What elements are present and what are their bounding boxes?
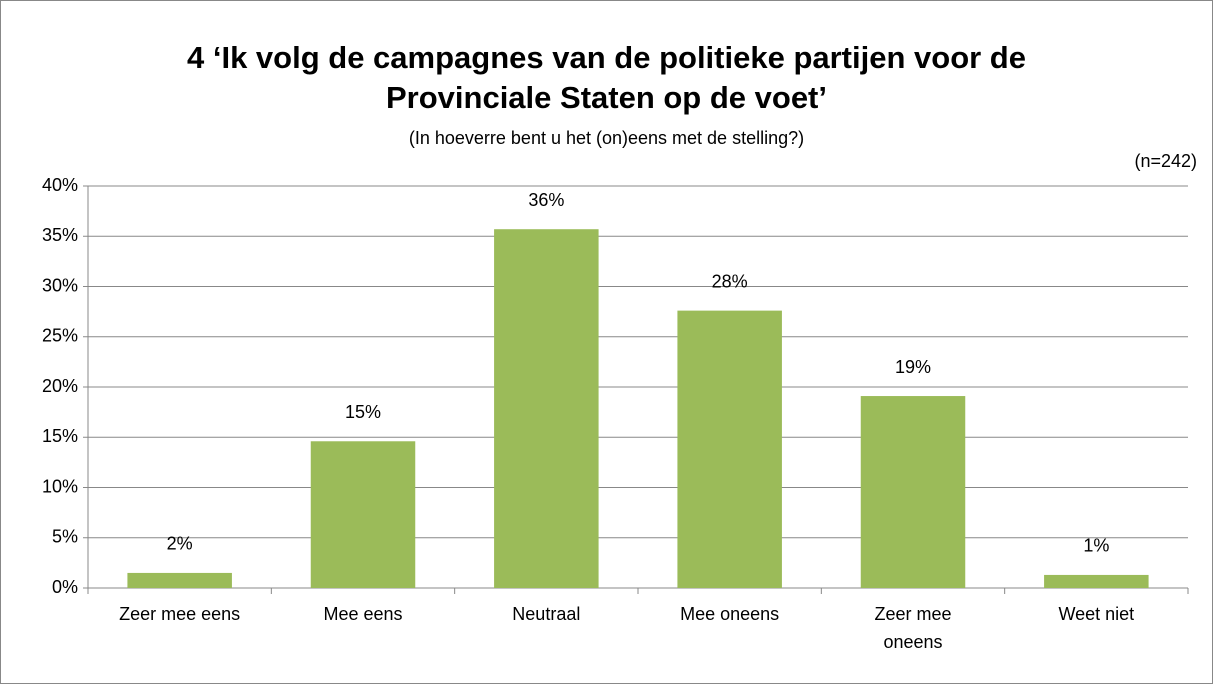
chart-title: 4 ‘Ik volg de campagnes van de politieke… [187, 40, 1026, 115]
x-tick-label: Mee oneens [680, 604, 780, 624]
bar [127, 572, 232, 588]
chart-subtitle: (In hoeverre bent u het (on)eens met de … [408, 128, 805, 148]
x-tick-label: Zeer mee oneens [874, 604, 952, 652]
data-label: 28% [712, 271, 748, 291]
chart-title-box: 4 ‘Ik volg de campagnes van de politieke… [100, 38, 1113, 118]
y-tick-label: 20% [42, 376, 78, 396]
data-label: 1% [1083, 536, 1109, 556]
bar [860, 396, 966, 588]
x-tick-label: Zeer mee eens [119, 604, 241, 624]
y-tick-label: 15% [42, 426, 78, 446]
sample-size: (n=242) [1134, 151, 1197, 171]
bar [494, 229, 599, 588]
x-tick-label: Weet niet [1058, 604, 1135, 624]
data-label: 36% [528, 190, 564, 210]
data-label: 2% [167, 534, 193, 554]
y-tick-label: 10% [42, 476, 78, 496]
bar [310, 441, 416, 588]
y-tick-label: 25% [42, 326, 78, 346]
bar [677, 310, 782, 588]
y-tick-label: 40% [42, 175, 78, 195]
x-tick-label: Mee eens [323, 604, 403, 624]
data-label: 19% [895, 357, 931, 377]
x-tick-label: Neutraal [512, 604, 581, 624]
y-tick-label: 35% [42, 225, 78, 245]
bar [1044, 574, 1149, 588]
y-tick-label: 0% [52, 577, 78, 597]
y-tick-label: 30% [42, 275, 78, 295]
data-label: 15% [345, 402, 381, 422]
y-tick-label: 5% [52, 527, 78, 547]
